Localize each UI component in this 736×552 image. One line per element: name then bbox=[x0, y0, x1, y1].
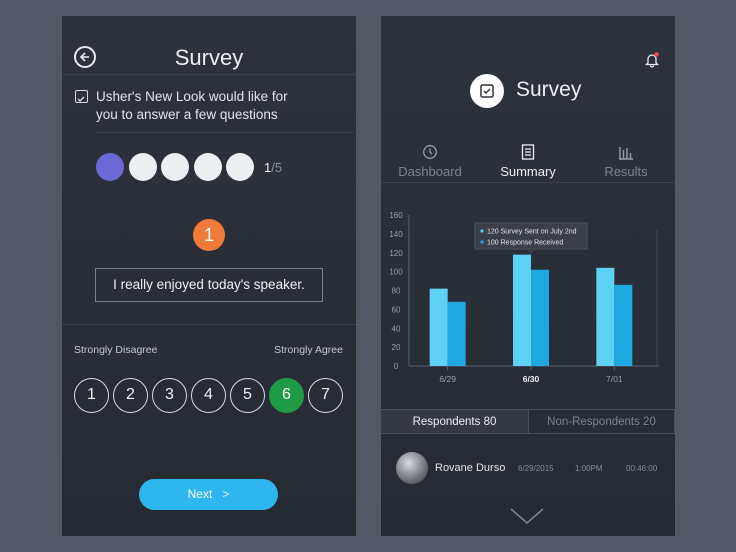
tooltip-legend-received bbox=[480, 240, 484, 244]
next-label: Next bbox=[187, 487, 213, 501]
clock-icon bbox=[423, 145, 437, 159]
tab-label: Summary bbox=[500, 164, 556, 179]
tooltip-pointer bbox=[527, 249, 535, 253]
survey-intro-line2: you to answer a few questions bbox=[96, 107, 278, 122]
progress-dot bbox=[128, 153, 157, 181]
respondent-name: Rovane Durso bbox=[435, 462, 506, 474]
response-chart: 0 20 40 60 80 100 120 140 160 6/29 6/30 7/01 120 Sur… bbox=[381, 198, 675, 403]
rating-option-7[interactable]: 7 bbox=[308, 378, 343, 413]
respondent-time: 1:00PM bbox=[575, 464, 603, 473]
checkbox-icon bbox=[75, 90, 88, 103]
divider bbox=[96, 132, 354, 133]
scale-low-label: Strongly Disagree bbox=[74, 344, 158, 356]
tab-dashboard[interactable]: Dashboard bbox=[381, 143, 479, 179]
question-statement: I really enjoyed today's speaker. bbox=[95, 268, 323, 302]
bar-6/29-series-2 bbox=[447, 301, 466, 366]
respondent-duration: 00:46:00 bbox=[626, 464, 658, 473]
tooltip-legend-sent bbox=[480, 229, 484, 233]
y-tick-label: 40 bbox=[392, 324, 401, 333]
y-tick-label: 140 bbox=[389, 230, 403, 239]
document-icon bbox=[521, 144, 535, 160]
bar-6/29-series-1 bbox=[429, 288, 448, 366]
progress-dot bbox=[226, 153, 254, 181]
respondent-date: 6/29/2015 bbox=[518, 464, 554, 473]
tab-label: Results bbox=[604, 164, 648, 179]
x-tick-label: 6/30 bbox=[523, 374, 540, 384]
survey-intro-line1: Usher's New Look would like for bbox=[96, 89, 288, 104]
rating-option-3[interactable]: 3 bbox=[152, 378, 187, 413]
rating-option-6[interactable]: 6 bbox=[269, 378, 304, 413]
divider bbox=[62, 74, 356, 75]
bar-6/30-series-2 bbox=[531, 269, 549, 366]
y-tick-label: 120 bbox=[389, 249, 403, 258]
scroll-down-button[interactable] bbox=[509, 506, 545, 531]
bar-7/01-series-1 bbox=[596, 267, 615, 366]
respondents-tab[interactable]: Respondents 80 bbox=[381, 409, 528, 434]
y-tick-label: 20 bbox=[392, 343, 401, 352]
tooltip-line1: 120 Survey Sent on July 2nd bbox=[487, 229, 577, 236]
notification-button[interactable] bbox=[644, 52, 660, 68]
rating-option-5[interactable]: 5 bbox=[230, 378, 265, 413]
scale-high-label: Strongly Agree bbox=[274, 344, 343, 356]
bell-icon bbox=[644, 52, 660, 68]
tab-summary[interactable]: Summary bbox=[479, 143, 577, 179]
survey-summary-screen: Survey Dashboard Summary Results 0 20 40 60… bbox=[381, 16, 675, 536]
avatar bbox=[396, 452, 428, 484]
rating-option-4[interactable]: 4 bbox=[191, 378, 226, 413]
page-title: Survey bbox=[516, 78, 582, 101]
rating-option-2[interactable]: 2 bbox=[113, 378, 148, 413]
question-number-badge: 1 bbox=[193, 219, 225, 251]
bar-6/30-series-1 bbox=[513, 254, 531, 366]
y-tick-label: 0 bbox=[394, 362, 399, 371]
non-respondents-tab[interactable]: Non-Respondents 20 bbox=[528, 409, 675, 434]
survey-question-screen: Survey Usher's New Look would like for y… bbox=[62, 16, 356, 536]
y-tick-label: 80 bbox=[392, 287, 401, 296]
y-tick-label: 60 bbox=[392, 305, 401, 314]
progress-dot bbox=[161, 153, 189, 181]
progress-counter: 1/5 bbox=[264, 160, 282, 175]
y-tick-label: 100 bbox=[389, 268, 403, 277]
rating-option-1[interactable]: 1 bbox=[74, 378, 109, 413]
bar-chart-icon bbox=[619, 147, 633, 160]
tab-results[interactable]: Results bbox=[577, 143, 675, 179]
survey-intro: Usher's New Look would like for you to a… bbox=[96, 88, 326, 124]
x-tick-label: 7/01 bbox=[606, 374, 623, 384]
tooltip-box bbox=[474, 222, 588, 250]
tab-label: Dashboard bbox=[398, 164, 462, 179]
progress-current: 1 bbox=[264, 160, 272, 175]
tooltip-line2: 100 Response Received bbox=[487, 240, 563, 247]
page-title: Survey bbox=[174, 45, 244, 70]
chevron-down-icon bbox=[510, 508, 544, 524]
progress-dot bbox=[96, 153, 124, 181]
arrow-left-icon bbox=[79, 52, 89, 62]
bar-chart: 0 20 40 60 80 100 120 140 160 6/29 6/30 7/01 120 Sur… bbox=[389, 211, 659, 384]
y-tick-label: 160 bbox=[389, 211, 403, 220]
survey-logo bbox=[470, 74, 504, 108]
progress-total: /5 bbox=[271, 160, 283, 175]
next-button[interactable]: Next > bbox=[139, 479, 278, 510]
x-tick-label: 6/29 bbox=[439, 374, 456, 384]
checkbox-icon bbox=[480, 84, 494, 98]
progress-dot bbox=[193, 153, 222, 181]
back-button[interactable] bbox=[74, 46, 96, 68]
chevron-right-icon: > bbox=[222, 487, 230, 501]
divider bbox=[62, 324, 356, 325]
divider bbox=[381, 182, 675, 183]
bar-7/01-series-2 bbox=[614, 284, 633, 366]
